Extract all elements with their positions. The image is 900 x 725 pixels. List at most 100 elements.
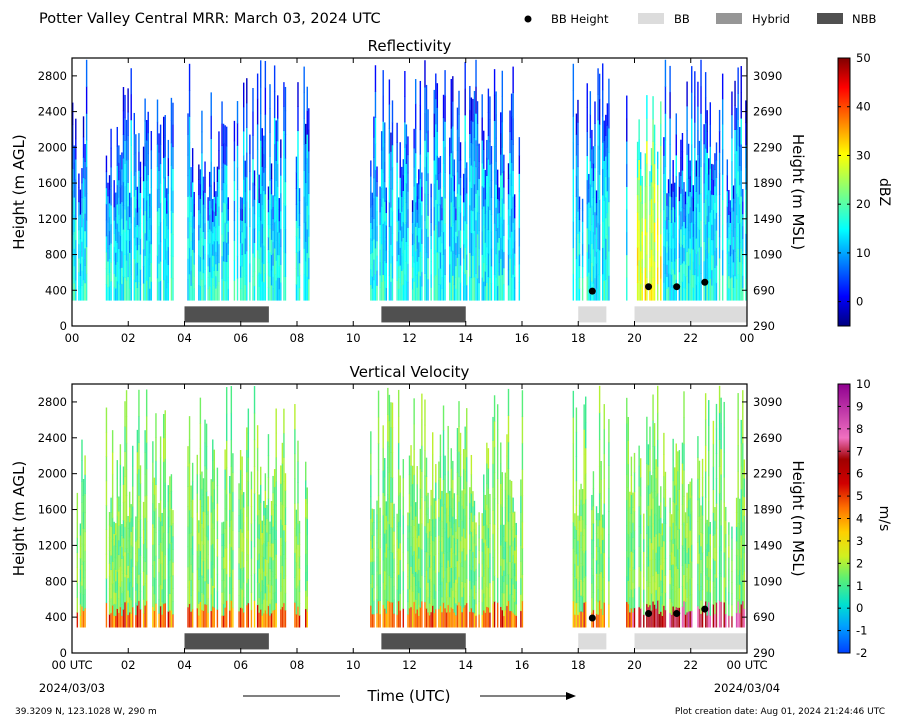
- heatmap-cell: [594, 101, 596, 125]
- heatmap-cell: [118, 568, 120, 584]
- heatmap-cell: [390, 262, 392, 282]
- x-tick-label: 22: [683, 658, 698, 672]
- heatmap-cell: [79, 592, 82, 605]
- heatmap-cell: [657, 151, 659, 169]
- heatmap-cell: [399, 194, 401, 213]
- heatmap-cell: [731, 582, 733, 595]
- heatmap-cell: [592, 231, 595, 250]
- heatmap-cell: [167, 563, 170, 581]
- heatmap-cell: [714, 573, 716, 588]
- heatmap-cell: [674, 287, 676, 301]
- heatmap-cell: [452, 175, 454, 202]
- heatmap-cell: [486, 504, 488, 526]
- heatmap-cell: [683, 522, 685, 549]
- heatmap-cell: [740, 118, 742, 145]
- heatmap-cell: [473, 598, 476, 614]
- heatmap-cell: [664, 219, 667, 248]
- heatmap-cell: [462, 587, 465, 608]
- heatmap-cell: [258, 272, 260, 287]
- heatmap-cell: [636, 141, 639, 160]
- heatmap-cell: [466, 208, 468, 225]
- heatmap-cell: [496, 213, 499, 229]
- heatmap-cell: [212, 606, 214, 628]
- heatmap-cell: [425, 252, 428, 277]
- heatmap-cell: [72, 212, 74, 235]
- heatmap-cell: [256, 174, 259, 200]
- heatmap-cell: [725, 600, 727, 615]
- heatmap-cell: [243, 612, 245, 628]
- heatmap-cell: [142, 501, 145, 517]
- heatmap-cell: [458, 401, 460, 427]
- heatmap-cell: [402, 459, 405, 479]
- heatmap-cell: [269, 276, 271, 301]
- heatmap-cell: [598, 224, 601, 251]
- heatmap-cell: [483, 491, 485, 509]
- heatmap-cell: [643, 589, 645, 603]
- heatmap-cell: [246, 471, 248, 495]
- heatmap-cell: [419, 129, 422, 155]
- heatmap-cell: [669, 274, 671, 301]
- heatmap-cell: [737, 274, 739, 301]
- heatmap-cell: [639, 283, 642, 301]
- heatmap-cell: [572, 443, 575, 471]
- heatmap-cell: [250, 592, 253, 611]
- heatmap-cell: [294, 577, 296, 603]
- heatmap-cell: [275, 240, 277, 261]
- heatmap-cell: [212, 198, 214, 211]
- heatmap-cell: [125, 521, 128, 549]
- heatmap-cell: [466, 529, 468, 555]
- heatmap-cell: [475, 273, 477, 301]
- heatmap-cell: [298, 262, 301, 276]
- heatmap-cell: [125, 442, 128, 470]
- heatmap-cell: [260, 273, 262, 301]
- heatmap-cell: [136, 517, 139, 540]
- heatmap-cell: [649, 537, 651, 561]
- heatmap-cell: [444, 512, 446, 533]
- heatmap-cell: [73, 197, 75, 215]
- heatmap-cell: [700, 86, 702, 114]
- heatmap-cell: [166, 250, 168, 264]
- heatmap-cell: [222, 521, 225, 534]
- heatmap-cell: [462, 187, 465, 203]
- heatmap-cell: [303, 196, 305, 223]
- heatmap-cell: [110, 497, 112, 513]
- heatmap-cell: [116, 280, 118, 301]
- heatmap-cell: [82, 610, 85, 628]
- heatmap-cell: [387, 520, 389, 548]
- heatmap-cell: [424, 113, 426, 141]
- heatmap-cell: [267, 224, 270, 238]
- heatmap-cell: [280, 591, 282, 610]
- heatmap-cell: [425, 132, 428, 158]
- heatmap-cell: [84, 282, 86, 301]
- heatmap-cell: [115, 523, 117, 536]
- heatmap-cell: [407, 172, 409, 192]
- heatmap-cell: [419, 202, 422, 228]
- heatmap-cell: [663, 137, 665, 156]
- heatmap-cell: [666, 228, 668, 242]
- x-tick-label: 14: [458, 658, 473, 672]
- heatmap-cell: [208, 228, 211, 244]
- heatmap-cell: [686, 251, 688, 277]
- heatmap-cell: [376, 528, 378, 544]
- heatmap-cell: [277, 277, 279, 301]
- heatmap-cell: [390, 169, 392, 189]
- heatmap-cell: [284, 205, 287, 230]
- heatmap-cell: [82, 259, 85, 281]
- heatmap-cell: [438, 535, 440, 554]
- heatmap-cell: [142, 283, 145, 301]
- heatmap-cell: [507, 574, 510, 602]
- heatmap-cell: [670, 274, 673, 288]
- heatmap-cell: [404, 172, 406, 199]
- heatmap-cell: [585, 550, 587, 577]
- heatmap-cell: [598, 412, 601, 440]
- heatmap-cell: [711, 224, 713, 241]
- heatmap-cell: [669, 555, 671, 571]
- heatmap-cell: [155, 436, 157, 462]
- heatmap-cell: [686, 492, 688, 509]
- heatmap-cell: [414, 128, 417, 154]
- heatmap-cell: [469, 276, 471, 301]
- heatmap-cell: [444, 95, 446, 122]
- heatmap-cell: [715, 478, 718, 504]
- heatmap-cell: [589, 230, 592, 255]
- heatmap-cell: [190, 240, 192, 257]
